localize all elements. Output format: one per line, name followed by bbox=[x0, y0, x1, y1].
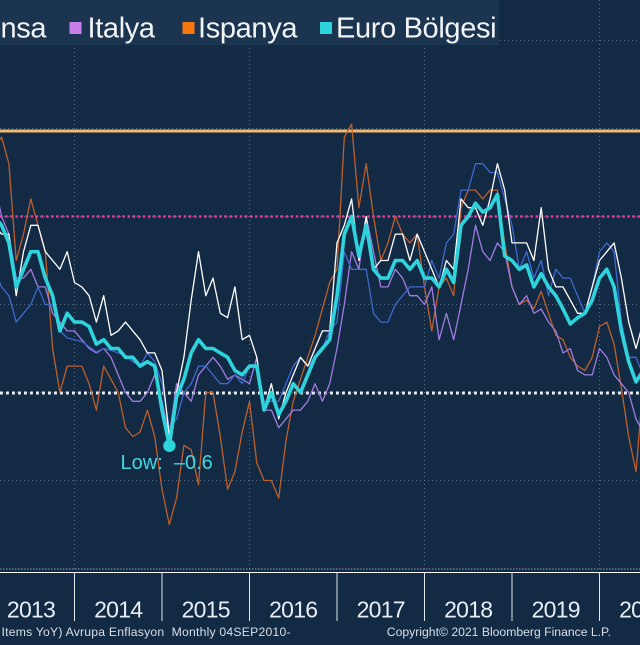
svg-text:nsa: nsa bbox=[1, 13, 48, 45]
svg-text:Items YoY) Avrupa Enflasyon M: Items YoY) Avrupa Enflasyon Monthly 04SE… bbox=[2, 625, 291, 639]
svg-text:Euro Bölgesi: Euro Bölgesi bbox=[336, 13, 496, 45]
svg-text:Copyright© 2021 Bloomberg Fina: Copyright© 2021 Bloomberg Finance L.P. bbox=[387, 625, 611, 639]
svg-text:Ispanya: Ispanya bbox=[198, 13, 298, 45]
svg-text:2018: 2018 bbox=[444, 597, 492, 623]
svg-text:2016: 2016 bbox=[269, 597, 317, 623]
svg-text:2019: 2019 bbox=[532, 597, 580, 623]
svg-text:2014: 2014 bbox=[94, 597, 143, 623]
svg-text:2020: 2020 bbox=[619, 597, 640, 623]
svg-text:Italya: Italya bbox=[88, 13, 156, 45]
svg-text:2017: 2017 bbox=[357, 597, 405, 623]
svg-text:Low: –0.6: Low: –0.6 bbox=[121, 452, 213, 474]
svg-text:2013: 2013 bbox=[7, 597, 55, 623]
svg-text:2015: 2015 bbox=[182, 597, 230, 623]
